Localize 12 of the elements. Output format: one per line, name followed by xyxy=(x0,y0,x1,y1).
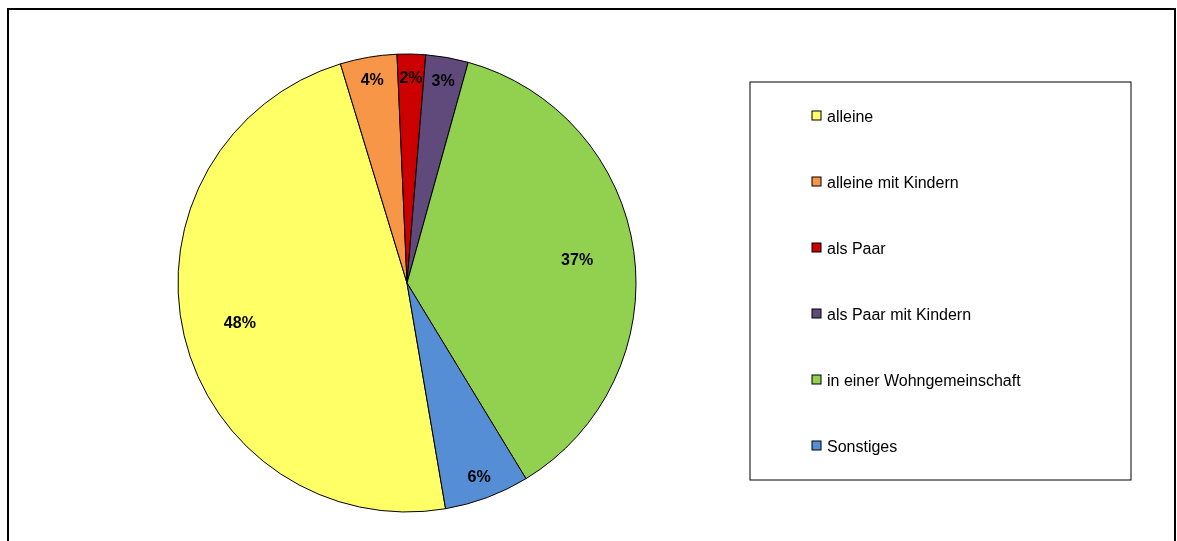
data-label: 4% xyxy=(360,71,384,89)
data-label: 48% xyxy=(223,314,256,332)
legend-label: Sonstiges xyxy=(827,437,898,455)
legend-label: als Paar mit Kindern xyxy=(827,305,972,323)
legend-label: in einer Wohngemeinschaft xyxy=(827,371,1022,389)
data-label: 2% xyxy=(399,68,423,86)
legend-label: als Paar xyxy=(827,239,887,257)
legend-label: alleine xyxy=(827,107,874,125)
data-label: 37% xyxy=(561,250,594,268)
data-label: 6% xyxy=(467,467,491,485)
data-label: 3% xyxy=(431,71,455,89)
legend-label: alleine mit Kindern xyxy=(827,173,959,191)
